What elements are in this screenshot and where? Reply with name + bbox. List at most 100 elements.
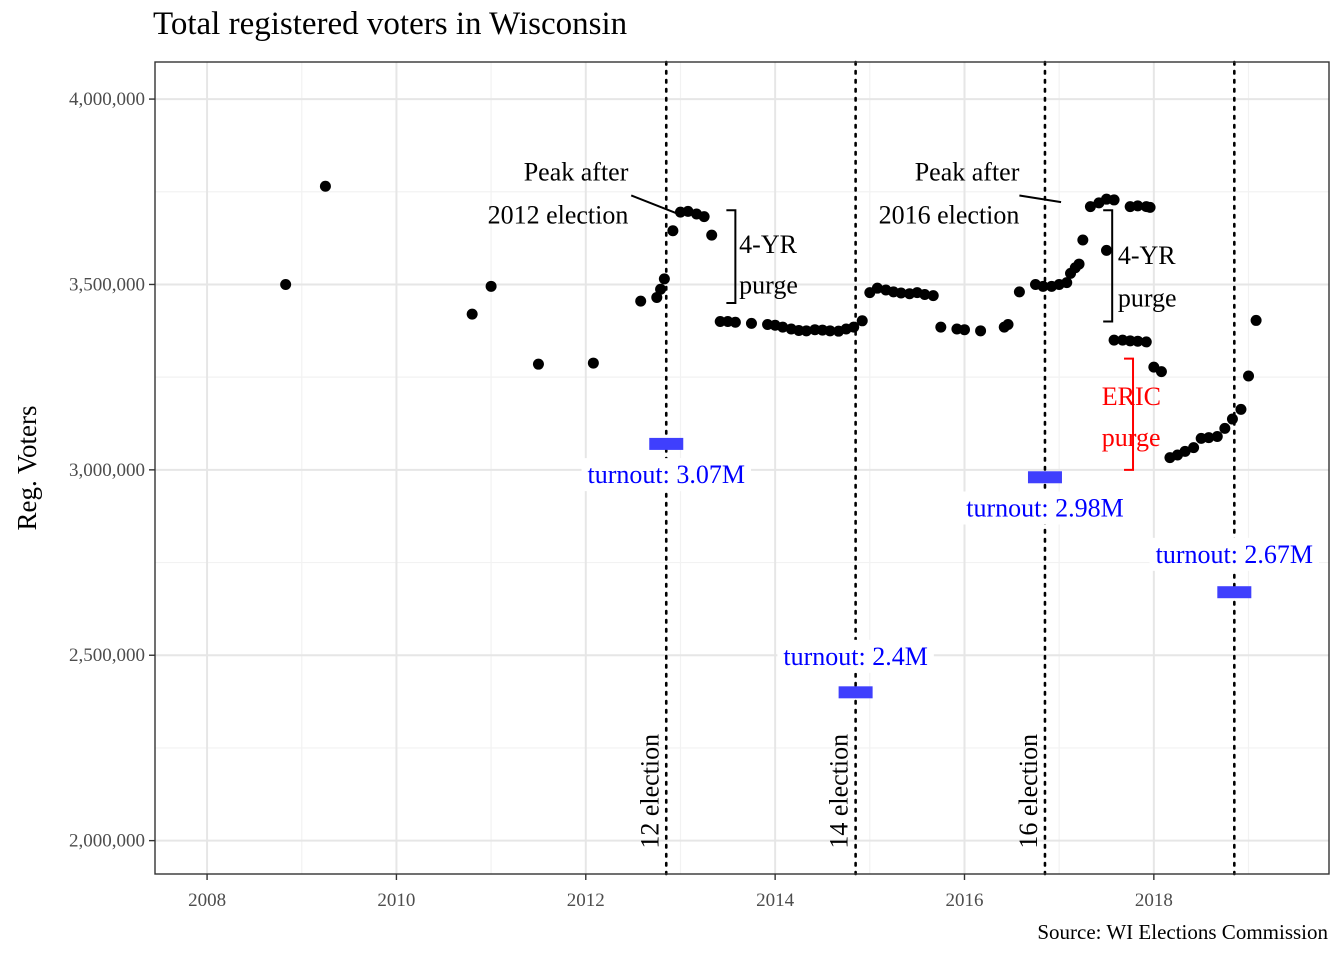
- annotation-pointer: [1019, 194, 1062, 204]
- data-point: [1132, 200, 1144, 212]
- annotation-pointer: [630, 194, 679, 215]
- annotation-layer: Peak after 2012 election Peak after 2016 el…: [488, 158, 1177, 471]
- data-point: [651, 291, 663, 303]
- annotation-bracket: [1103, 209, 1114, 323]
- y-tick-label: 2,000,000: [69, 831, 145, 852]
- x-tick-label: 2014: [756, 890, 795, 911]
- x-tick-label: 2012: [567, 890, 605, 911]
- data-point: [895, 287, 907, 299]
- x-tick-label: 2016: [945, 890, 983, 911]
- plot-border: [154, 61, 1330, 875]
- election-label: 16 election: [1014, 734, 1043, 849]
- election-lines: 12 election 14 election 16 election: [635, 60, 1236, 876]
- data-point: [1132, 335, 1144, 347]
- data-points: [280, 180, 1262, 464]
- turnout-bar: [649, 437, 684, 450]
- turnout-label: turnout: 2.98M: [966, 493, 1123, 522]
- data-point: [1250, 314, 1262, 326]
- data-point: [958, 324, 970, 336]
- y-tick-label: 3,500,000: [69, 274, 145, 295]
- data-point: [1155, 366, 1167, 378]
- x-axis: 2008 2010 2012 2014 2016 2018: [188, 874, 1173, 911]
- data-point: [745, 317, 757, 329]
- data-point: [1101, 244, 1113, 256]
- x-tick-label: 2018: [1135, 890, 1173, 911]
- data-point: [871, 282, 883, 294]
- chart-caption: Source: WI Elections Commission: [1037, 920, 1328, 944]
- data-point: [698, 211, 710, 223]
- y-axis: 2,000,000 2,500,000 3,000,000 3,500,000 4,00…: [69, 89, 155, 852]
- data-point: [667, 225, 679, 237]
- data-point: [532, 358, 544, 370]
- data-point: [1061, 277, 1073, 289]
- turnout-label: turnout: 2.4M: [783, 642, 927, 671]
- data-point: [1235, 403, 1247, 415]
- turnout-bar: [1027, 471, 1062, 484]
- data-point: [1037, 280, 1049, 292]
- x-tick-label: 2010: [377, 890, 415, 911]
- election-label: 12 election: [635, 734, 664, 849]
- annotation-text: ERIC: [1102, 382, 1161, 411]
- turnout-bars: turnout: 3.07M turnout: 2.4M turnout: 2.98…: [581, 437, 1320, 699]
- data-point: [975, 325, 987, 337]
- data-point: [1144, 201, 1156, 213]
- annotation-text: purge: [1118, 284, 1177, 313]
- x-tick-label: 2008: [188, 890, 226, 911]
- turnout-label-bg: [777, 639, 934, 673]
- data-point: [777, 321, 789, 333]
- data-point: [1188, 442, 1200, 454]
- y-tick-label: 2,500,000: [69, 645, 145, 666]
- y-tick-label: 3,000,000: [69, 460, 145, 481]
- data-point: [655, 283, 667, 295]
- data-point: [587, 357, 599, 369]
- data-point: [1140, 336, 1152, 348]
- chart-title: Total registered voters in Wisconsin: [153, 6, 628, 42]
- data-point: [848, 321, 860, 333]
- y-tick-label: 4,000,000: [69, 89, 145, 110]
- election-label: 14 election: [825, 734, 854, 849]
- turnout-label: turnout: 3.07M: [588, 460, 745, 489]
- data-point: [1211, 430, 1223, 442]
- data-point: [682, 205, 694, 217]
- data-point: [935, 321, 947, 333]
- annotation-bracket: [726, 209, 737, 305]
- data-point: [1013, 286, 1025, 298]
- data-point: [919, 288, 931, 300]
- data-point: [800, 325, 812, 337]
- data-point: [658, 273, 670, 285]
- annotation-bracket: [1124, 357, 1135, 471]
- data-point: [485, 280, 497, 292]
- annotation-text: 4-YR: [739, 230, 797, 259]
- data-point: [714, 316, 726, 328]
- annotation-text: purge: [1102, 423, 1161, 452]
- data-point: [280, 278, 292, 290]
- turnout-bar: [1217, 586, 1252, 599]
- data-point: [856, 315, 868, 327]
- annotation-text: purge: [739, 271, 798, 300]
- turnout-label: turnout: 2.67M: [1156, 540, 1313, 569]
- turnout-bar: [838, 686, 873, 699]
- annotation-text: 4-YR: [1118, 241, 1176, 270]
- data-point: [319, 180, 331, 192]
- data-point: [1219, 422, 1231, 434]
- data-point: [466, 308, 478, 320]
- data-point: [706, 229, 718, 241]
- data-point: [824, 325, 836, 337]
- data-point: [1073, 258, 1085, 270]
- data-point: [1077, 234, 1089, 246]
- data-point: [1203, 432, 1215, 444]
- data-point: [1108, 334, 1120, 346]
- data-point: [1108, 194, 1120, 206]
- data-point: [1226, 413, 1238, 425]
- data-point: [635, 295, 647, 307]
- turnout-label-bg: [1149, 537, 1320, 571]
- data-point: [729, 316, 741, 328]
- annotation-text: 2016 election: [879, 200, 1020, 229]
- data-point: [1002, 319, 1014, 331]
- data-point: [1084, 201, 1096, 213]
- annotation-text: Peak after: [915, 158, 1020, 187]
- turnout-label-bg: [960, 491, 1130, 525]
- data-point: [927, 290, 939, 302]
- data-point: [1179, 445, 1191, 457]
